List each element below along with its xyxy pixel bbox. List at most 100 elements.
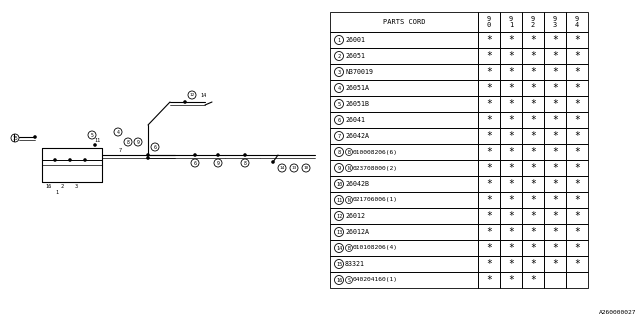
Text: 13: 13	[291, 166, 296, 170]
Bar	[500, 176, 522, 192]
Bar	[566, 256, 588, 272]
Text: 8: 8	[127, 140, 129, 145]
Text: *: *	[552, 163, 558, 173]
Bar	[500, 112, 522, 128]
Text: B: B	[348, 149, 351, 155]
Text: *: *	[508, 259, 514, 269]
Bar	[330, 112, 478, 128]
Text: N: N	[348, 165, 351, 171]
Bar	[500, 256, 522, 272]
Text: 9: 9	[337, 165, 340, 171]
Bar	[522, 240, 544, 256]
Bar	[522, 128, 544, 144]
Text: *: *	[574, 99, 580, 109]
Text: 4: 4	[575, 22, 579, 28]
Bar	[522, 192, 544, 208]
Text: *: *	[574, 83, 580, 93]
Text: 26012: 26012	[345, 213, 365, 219]
Bar	[500, 160, 522, 176]
Text: *: *	[552, 115, 558, 125]
Bar	[566, 224, 588, 240]
Text: *: *	[530, 35, 536, 45]
Text: *: *	[486, 99, 492, 109]
Bar	[522, 208, 544, 224]
Bar	[478, 160, 500, 176]
Text: 26042B: 26042B	[345, 181, 369, 187]
Text: 13: 13	[336, 229, 342, 235]
Bar	[522, 176, 544, 192]
Text: 12: 12	[336, 213, 342, 219]
Bar	[566, 208, 588, 224]
Bar	[478, 144, 500, 160]
Bar	[330, 144, 478, 160]
Text: *: *	[530, 163, 536, 173]
Bar	[544, 240, 566, 256]
Text: 15: 15	[12, 135, 18, 140]
Text: 7: 7	[118, 148, 122, 153]
Text: *: *	[486, 67, 492, 77]
Text: 3: 3	[337, 69, 340, 75]
Bar	[500, 32, 522, 48]
Text: *: *	[574, 243, 580, 253]
Bar	[544, 224, 566, 240]
Text: *: *	[486, 259, 492, 269]
Text: *: *	[552, 35, 558, 45]
Text: *: *	[486, 243, 492, 253]
Text: 023708000(2): 023708000(2)	[353, 165, 398, 171]
Text: 9: 9	[509, 16, 513, 22]
Text: 6: 6	[154, 145, 156, 149]
Text: *: *	[574, 147, 580, 157]
Text: 8: 8	[337, 149, 340, 155]
Text: *: *	[552, 227, 558, 237]
Bar	[500, 12, 522, 32]
Bar	[500, 48, 522, 64]
Text: *: *	[552, 99, 558, 109]
Bar	[478, 176, 500, 192]
Bar	[566, 48, 588, 64]
Bar	[544, 176, 566, 192]
Text: 2: 2	[531, 22, 535, 28]
Bar	[478, 80, 500, 96]
Text: 12: 12	[189, 93, 195, 97]
Circle shape	[271, 160, 275, 164]
Text: N: N	[348, 197, 351, 203]
Bar	[478, 32, 500, 48]
Bar	[330, 256, 478, 272]
Bar	[500, 96, 522, 112]
Text: *: *	[530, 131, 536, 141]
Bar	[478, 240, 500, 256]
Text: *: *	[530, 115, 536, 125]
Text: *: *	[508, 99, 514, 109]
Bar	[522, 256, 544, 272]
Text: PARTS CORD: PARTS CORD	[383, 19, 425, 25]
Text: 26001: 26001	[345, 37, 365, 43]
Text: *: *	[574, 51, 580, 61]
Text: S: S	[348, 277, 351, 283]
Text: *: *	[574, 163, 580, 173]
Circle shape	[68, 158, 72, 162]
Text: *: *	[574, 195, 580, 205]
Bar	[330, 208, 478, 224]
Text: 9: 9	[531, 16, 535, 22]
Text: 1: 1	[56, 190, 59, 196]
Circle shape	[243, 153, 247, 157]
Text: A260000027: A260000027	[598, 310, 636, 315]
Text: 26042A: 26042A	[345, 133, 369, 139]
Bar	[566, 160, 588, 176]
Bar	[330, 64, 478, 80]
Text: *: *	[486, 131, 492, 141]
Bar	[478, 128, 500, 144]
Text: *: *	[574, 227, 580, 237]
Text: 2: 2	[337, 53, 340, 59]
Bar	[478, 112, 500, 128]
Text: N370019: N370019	[345, 69, 373, 75]
Text: 14: 14	[280, 166, 285, 170]
Text: 9: 9	[216, 161, 220, 165]
Text: 11: 11	[94, 138, 100, 142]
Text: *: *	[574, 259, 580, 269]
Text: *: *	[508, 211, 514, 221]
Text: *: *	[574, 67, 580, 77]
Text: *: *	[486, 51, 492, 61]
Text: *: *	[530, 147, 536, 157]
Text: 8: 8	[244, 161, 246, 165]
